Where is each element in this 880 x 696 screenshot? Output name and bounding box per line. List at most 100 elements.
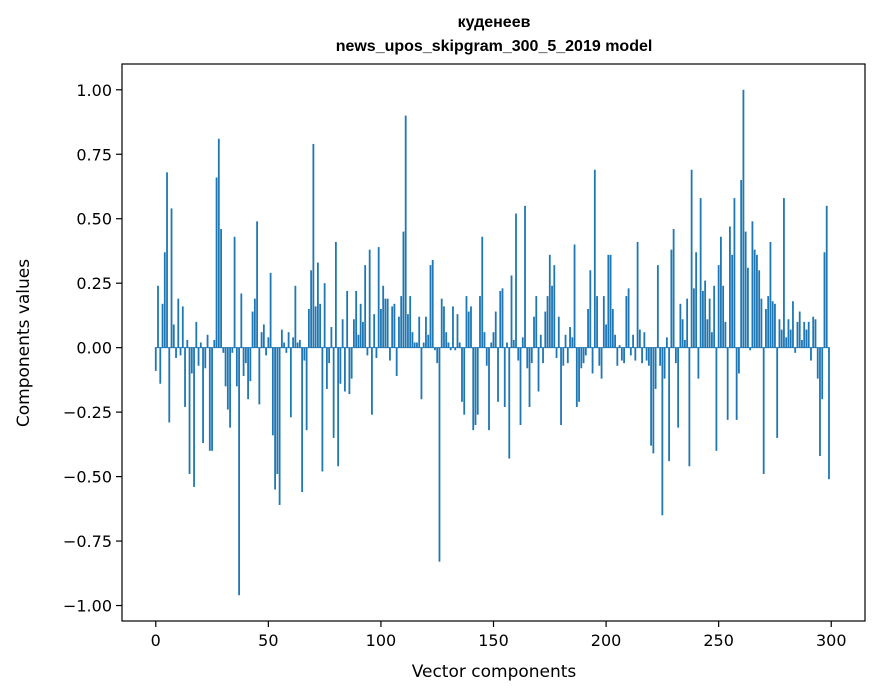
bar-145 <box>481 236 484 348</box>
y-tick-label-6: 0.50 <box>76 210 112 229</box>
bar-0 <box>154 347 157 371</box>
bar-56 <box>280 329 283 348</box>
bar-243 <box>701 290 704 348</box>
bar-84 <box>344 347 346 392</box>
bar-194 <box>591 347 594 374</box>
bar-155 <box>503 347 506 407</box>
x-axis-ticks: 0 50 100 150 200 250 300 <box>151 621 847 650</box>
bar-111 <box>404 115 407 348</box>
bar-5 <box>166 172 168 348</box>
bar-263 <box>747 267 749 348</box>
bar-238 <box>690 169 693 348</box>
bar-53 <box>274 347 276 490</box>
bar-294 <box>816 347 819 379</box>
bar-87 <box>350 347 353 379</box>
bar-85 <box>346 290 349 348</box>
bar-251 <box>720 236 722 348</box>
bar-291 <box>810 347 812 361</box>
bar-39 <box>242 347 245 377</box>
bar-59 <box>287 332 290 348</box>
bar-123 <box>431 259 434 348</box>
bar-189 <box>580 347 583 369</box>
bar-299 <box>828 347 830 480</box>
bar-100 <box>380 308 382 348</box>
bar-35 <box>233 236 236 348</box>
bar-216 <box>641 347 643 364</box>
bar-128 <box>443 306 445 348</box>
bar-248 <box>713 285 716 348</box>
bar-244 <box>704 280 707 348</box>
bar-50 <box>267 337 270 348</box>
bar-106 <box>393 303 396 348</box>
bar-193 <box>589 270 592 348</box>
y-tick-label-1: −0.75 <box>63 532 112 551</box>
bar-188 <box>578 347 580 402</box>
bar-71 <box>314 306 317 348</box>
chart-subtitle: news_upos_skipgram_300_5_2019 model <box>336 38 653 55</box>
bar-99 <box>377 247 380 348</box>
bar-108 <box>398 316 400 348</box>
bar-229 <box>670 249 673 348</box>
bar-29 <box>220 229 222 348</box>
bar-195 <box>593 169 596 348</box>
bar-17 <box>193 347 195 487</box>
bar-47 <box>260 332 263 348</box>
bar-160 <box>515 213 517 348</box>
y-tick-label-5: 0.25 <box>76 274 112 293</box>
bar-259 <box>738 347 740 374</box>
bar-250 <box>717 265 720 348</box>
bar-83 <box>341 319 344 348</box>
bar-112 <box>407 314 409 348</box>
bar-290 <box>807 321 810 348</box>
bar-8 <box>172 324 175 348</box>
bar-236 <box>686 298 689 348</box>
bar-154 <box>501 288 504 348</box>
bar-152 <box>497 347 499 402</box>
bar-269 <box>760 298 763 348</box>
bar-268 <box>758 270 761 348</box>
bar-14 <box>186 339 189 348</box>
bar-226 <box>663 347 666 379</box>
bar-187 <box>575 347 578 407</box>
y-tick-label-0: −1.00 <box>63 597 112 616</box>
bar-151 <box>494 311 497 348</box>
bar-104 <box>389 347 391 361</box>
bar-76 <box>325 347 328 389</box>
bar-271 <box>765 308 767 348</box>
bar-133 <box>454 347 457 351</box>
bar-136 <box>461 347 463 402</box>
bar-175 <box>548 254 551 348</box>
bar-31 <box>224 347 227 387</box>
x-tick-label-50: 50 <box>258 631 278 650</box>
bar-176 <box>551 285 553 348</box>
bar-210 <box>627 288 630 348</box>
bar-232 <box>677 347 680 428</box>
bar-43 <box>251 311 254 348</box>
bar-137 <box>463 347 466 415</box>
bar-3 <box>161 303 164 348</box>
bar-230 <box>672 229 675 348</box>
bar-45 <box>256 221 258 348</box>
bar-179 <box>557 316 560 348</box>
bar-30 <box>222 347 225 353</box>
bar-242 <box>699 198 702 348</box>
bar-116 <box>416 342 418 348</box>
bar-138 <box>465 296 468 348</box>
bar-21 <box>202 347 204 444</box>
bar-266 <box>753 249 756 348</box>
bar-208 <box>623 347 625 364</box>
bar-60 <box>289 347 292 418</box>
y-axis-label: Components values <box>14 259 34 427</box>
bar-260 <box>740 180 743 348</box>
bar-177 <box>553 265 556 348</box>
bar-267 <box>756 254 758 348</box>
bar-143 <box>476 347 479 415</box>
bar-211 <box>629 347 632 356</box>
bar-190 <box>582 347 585 364</box>
bar-129 <box>445 332 448 348</box>
bar-185 <box>571 337 574 348</box>
bar-184 <box>569 327 571 348</box>
bar-285 <box>796 321 799 348</box>
bar-82 <box>339 347 342 384</box>
